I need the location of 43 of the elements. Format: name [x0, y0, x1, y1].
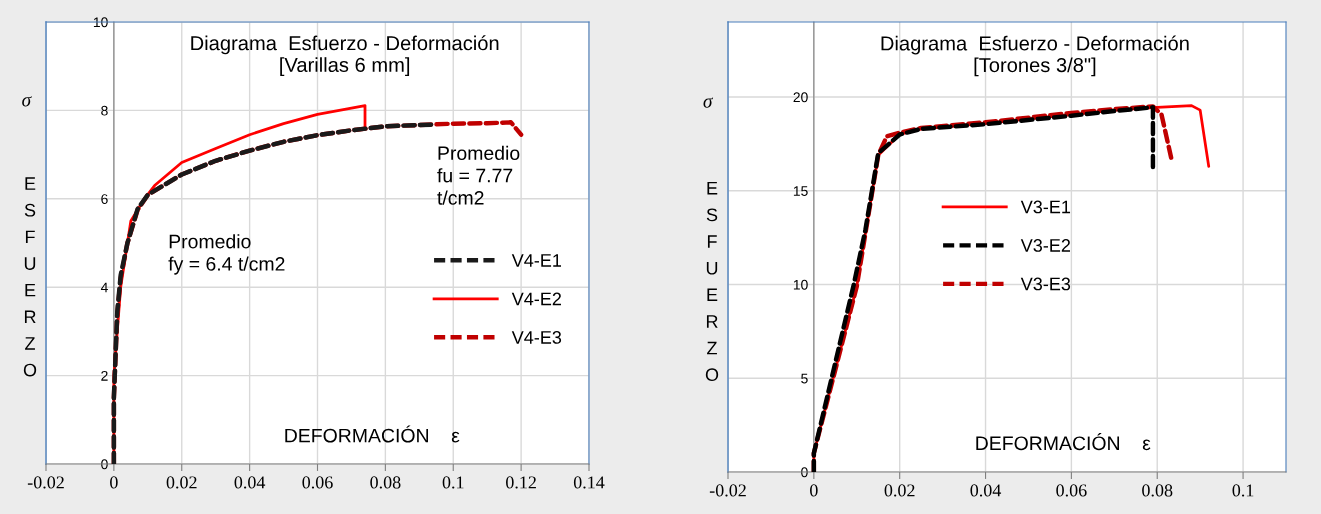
x-tick-label: 0.14 — [573, 476, 605, 489]
y-tick-label: 5 — [801, 373, 808, 384]
x-tick-label: 0.02 — [884, 484, 915, 497]
y-tick-label: 15 — [793, 186, 808, 196]
text: σ — [703, 97, 714, 108]
y-tick-label: 0 — [801, 467, 808, 478]
legend-label: V3-E2 — [1020, 239, 1070, 252]
legend-label: V3-E1 — [1020, 200, 1071, 214]
legend-label: V4-E1 — [511, 254, 562, 267]
legend-label: V3-E3 — [1020, 277, 1071, 291]
y-tick-label: 0 — [101, 459, 108, 470]
x-tick-label: 0.04 — [234, 476, 266, 489]
legend-label: V4-E3 — [511, 331, 562, 344]
annotation: Promedio fu = 7.77 t/cm2 — [437, 145, 520, 205]
x-tick-label: 0.08 — [1142, 484, 1173, 497]
y-tick-label: 10 — [793, 279, 808, 290]
y-tick-label: 6 — [101, 194, 108, 204]
x-axis-title: DEFORMACIÓN ε — [976, 433, 1151, 451]
y-tick-label: 4 — [100, 282, 108, 293]
x-tick-label: 0.06 — [1056, 484, 1087, 497]
y-tick-label: 20 — [793, 92, 808, 103]
x-tick-label: -0.02 — [27, 476, 64, 489]
text: σ — [22, 96, 32, 107]
annotation: Promedio fy = 6.4 t/cm2 — [168, 234, 285, 275]
y-tick-label: 8 — [101, 105, 108, 116]
y-axis-title: ESFUERZO — [23, 177, 37, 377]
x-tick-label: 0.08 — [370, 476, 401, 489]
x-axis-title: DEFORMACIÓN ε — [285, 425, 460, 443]
x-tick-label: 0 — [810, 484, 818, 497]
x-tick-label: 0.02 — [166, 476, 197, 489]
text: Diagrama Esfuerzo - Deformación [Varillas 6 mm] — [191, 35, 499, 76]
x-tick-label: 0.1 — [442, 476, 464, 489]
x-tick-label: 0 — [110, 476, 118, 489]
x-tick-label: 0.1 — [1232, 484, 1254, 497]
legend-label: V4-E2 — [511, 292, 561, 306]
text: Diagrama Esfuerzo - Deformación [Torones 3/8"] — [881, 35, 1189, 77]
y-tick-label: 2 — [101, 370, 108, 381]
x-tick-label: 0.04 — [970, 484, 1002, 497]
y-axis-title: ESFUERZO — [705, 181, 719, 382]
x-tick-label: -0.02 — [709, 484, 746, 497]
x-tick-label: 0.12 — [506, 476, 536, 489]
y-tick-label: 10 — [93, 17, 108, 28]
x-tick-label: 0.06 — [302, 476, 333, 489]
